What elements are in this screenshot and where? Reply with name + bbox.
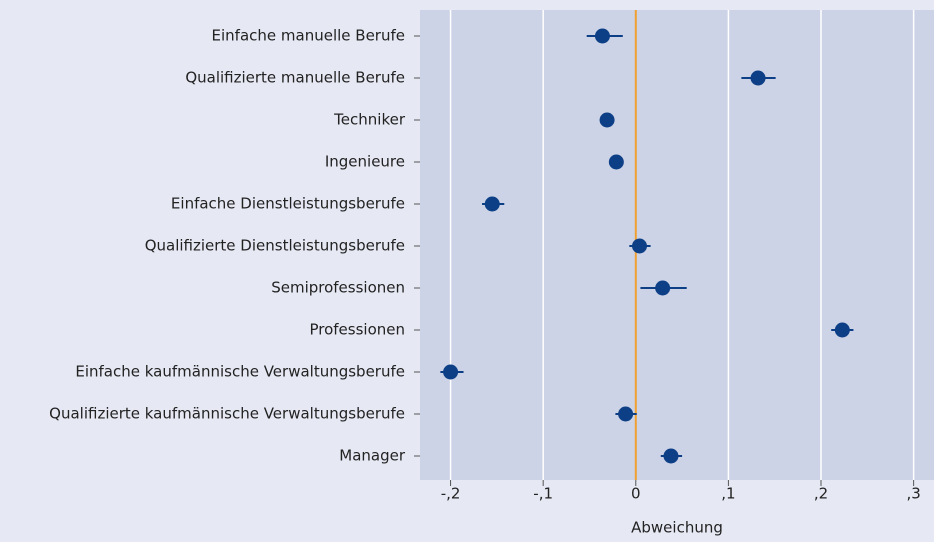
y-tick-label: Techniker bbox=[333, 111, 406, 129]
x-tick-label: ,3 bbox=[906, 485, 920, 503]
dot bbox=[599, 112, 615, 128]
dot bbox=[631, 238, 647, 254]
x-tick-label: -,1 bbox=[533, 485, 553, 503]
dot bbox=[618, 406, 634, 422]
y-tick-label: Ingenieure bbox=[325, 153, 405, 171]
x-tick-label: ,1 bbox=[721, 485, 735, 503]
y-tick-label: Qualifizierte Dienstleistungsberufe bbox=[145, 237, 405, 255]
y-tick-label: Semiprofessionen bbox=[271, 279, 405, 297]
y-tick-label: Qualifizierte manuelle Berufe bbox=[185, 69, 405, 87]
dot bbox=[484, 196, 500, 212]
dot bbox=[655, 280, 671, 296]
y-tick-label: Manager bbox=[339, 447, 406, 465]
plot-area bbox=[420, 10, 934, 480]
y-tick-label: Einfache Dienstleistungsberufe bbox=[171, 195, 405, 213]
dot bbox=[750, 70, 766, 86]
y-tick-label: Einfache manuelle Berufe bbox=[212, 27, 405, 45]
y-tick-label: Professionen bbox=[309, 321, 405, 339]
dot bbox=[834, 322, 850, 338]
dot bbox=[594, 28, 610, 44]
dot bbox=[443, 364, 459, 380]
dot bbox=[608, 154, 624, 170]
y-tick-label: Qualifizierte kaufmännische Verwaltungsb… bbox=[49, 405, 405, 423]
x-tick-label: ,2 bbox=[814, 485, 828, 503]
x-axis-label: Abweichung bbox=[631, 519, 723, 537]
dot bbox=[663, 448, 679, 464]
x-tick-label: -,2 bbox=[441, 485, 461, 503]
x-tick-label: 0 bbox=[631, 485, 641, 503]
y-tick-label: Einfache kaufmännische Verwaltungsberufe bbox=[75, 363, 405, 381]
